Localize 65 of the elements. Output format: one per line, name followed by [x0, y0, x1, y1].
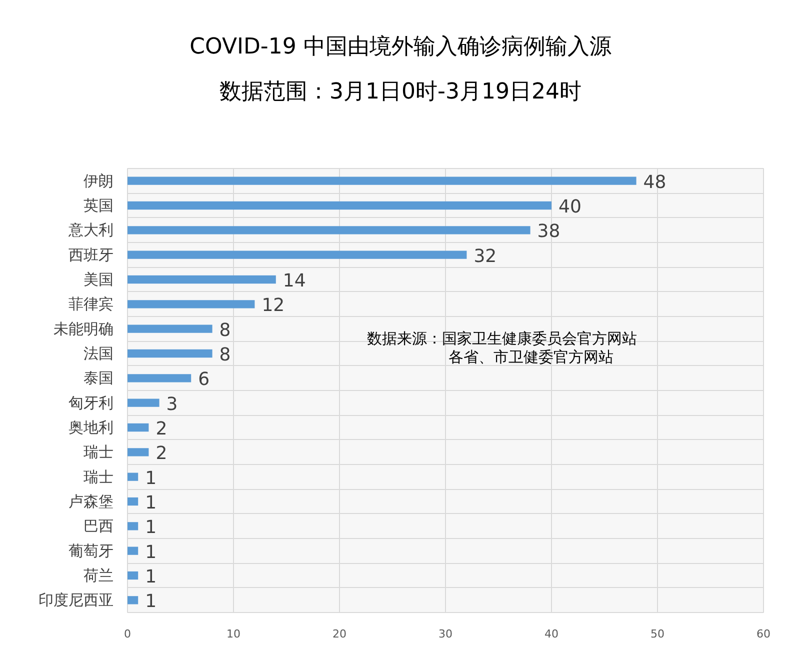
y-tick-label: 巴西 — [84, 517, 114, 536]
data-label: 12 — [262, 295, 285, 316]
x-tick-label: 40 — [544, 628, 558, 640]
bar — [128, 374, 192, 382]
y-tick-label: 菲律宾 — [68, 295, 114, 314]
bar — [128, 398, 160, 407]
x-tick-label: 10 — [226, 628, 240, 640]
data-label: 1 — [145, 492, 157, 514]
x-tick-label: 30 — [438, 628, 452, 640]
annotation: 各省、市卫健委官方网站 — [448, 348, 614, 366]
y-tick-label: 美国 — [84, 270, 114, 288]
y-tick-label: 荷兰 — [84, 566, 114, 584]
bar — [128, 522, 138, 530]
annotation: 数据来源：国家卫生健康委员会官方网站 — [367, 330, 638, 348]
y-tick-label: 瑞士 — [84, 468, 114, 486]
data-label: 2 — [156, 418, 168, 440]
bar — [128, 250, 467, 259]
y-tick-label: 意大利 — [68, 221, 114, 240]
x-tick-label: 50 — [650, 628, 664, 640]
bar — [128, 300, 255, 308]
bar — [128, 201, 552, 210]
y-tick-label: 奥地利 — [68, 418, 114, 436]
data-label: 6 — [198, 369, 210, 390]
data-label: 1 — [145, 468, 157, 489]
y-tick-label: 伊朗 — [84, 172, 114, 190]
data-label: 38 — [537, 221, 560, 242]
x-tick-label: 0 — [124, 628, 131, 640]
bar — [128, 423, 149, 432]
data-label: 40 — [558, 196, 582, 218]
chart-title: COVID-19 中国由境外输入确诊病例输入源 — [190, 34, 612, 60]
bar — [128, 546, 138, 555]
data-label: 8 — [219, 320, 231, 341]
y-tick-label: 英国 — [84, 196, 114, 214]
y-tick-label: 葡萄牙 — [68, 542, 114, 560]
data-label: 8 — [219, 344, 231, 366]
data-label: 1 — [145, 517, 157, 538]
data-label: 48 — [643, 172, 666, 193]
data-label: 14 — [282, 270, 306, 292]
y-tick-label: 泰国 — [84, 369, 114, 388]
bar — [128, 176, 636, 185]
bar — [128, 472, 138, 481]
data-label: 32 — [474, 246, 497, 267]
bar — [128, 571, 138, 580]
x-tick-label: 60 — [756, 628, 770, 640]
bar — [128, 349, 212, 358]
y-tick-label: 卢森堡 — [68, 492, 114, 510]
bar — [128, 596, 138, 604]
data-label: 2 — [156, 443, 168, 464]
data-label: 3 — [166, 394, 178, 415]
bar — [128, 275, 276, 284]
y-tick-label: 匈牙利 — [68, 394, 114, 412]
y-tick-label: 西班牙 — [68, 246, 114, 264]
chart-subtitle: 数据范围：3月1日0时-3月19日24时 — [220, 80, 582, 104]
bar — [128, 497, 138, 506]
data-label: 1 — [145, 566, 157, 588]
data-label: 1 — [145, 542, 157, 563]
y-tick-label: 法国 — [84, 344, 114, 362]
y-tick-label: 印度尼西亚 — [38, 591, 114, 610]
bar — [128, 448, 149, 456]
x-tick-label: 20 — [332, 628, 346, 640]
y-tick-label: 瑞士 — [84, 443, 114, 462]
y-tick-label: 未能明确 — [54, 320, 114, 338]
bar — [128, 226, 530, 234]
data-label: 1 — [145, 591, 157, 612]
bar — [128, 324, 212, 333]
